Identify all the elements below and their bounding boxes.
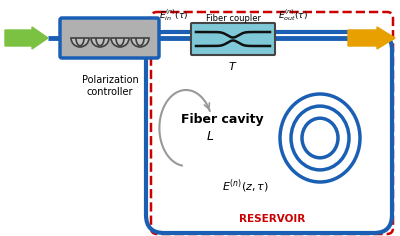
Text: $T$: $T$ — [228, 60, 238, 72]
Wedge shape — [131, 38, 149, 47]
Text: $L$: $L$ — [206, 130, 214, 143]
Text: $E_{in}^{(n)}(\tau)$: $E_{in}^{(n)}(\tau)$ — [159, 7, 188, 23]
FancyBboxPatch shape — [60, 18, 159, 58]
Text: $E^{(n)}(z,\tau)$: $E^{(n)}(z,\tau)$ — [222, 177, 270, 195]
FancyBboxPatch shape — [191, 23, 275, 55]
Text: $E_{out}^{(n)}(\tau)$: $E_{out}^{(n)}(\tau)$ — [278, 7, 308, 23]
Wedge shape — [91, 38, 109, 47]
FancyBboxPatch shape — [151, 12, 393, 234]
FancyArrow shape — [348, 27, 395, 49]
Text: Fiber cavity: Fiber cavity — [181, 114, 263, 126]
Wedge shape — [111, 38, 129, 47]
Text: Fiber coupler: Fiber coupler — [206, 14, 260, 23]
Wedge shape — [71, 38, 89, 47]
Text: RESERVOIR: RESERVOIR — [239, 214, 305, 224]
Text: Polarization
controller: Polarization controller — [82, 75, 138, 97]
FancyArrow shape — [5, 27, 48, 49]
